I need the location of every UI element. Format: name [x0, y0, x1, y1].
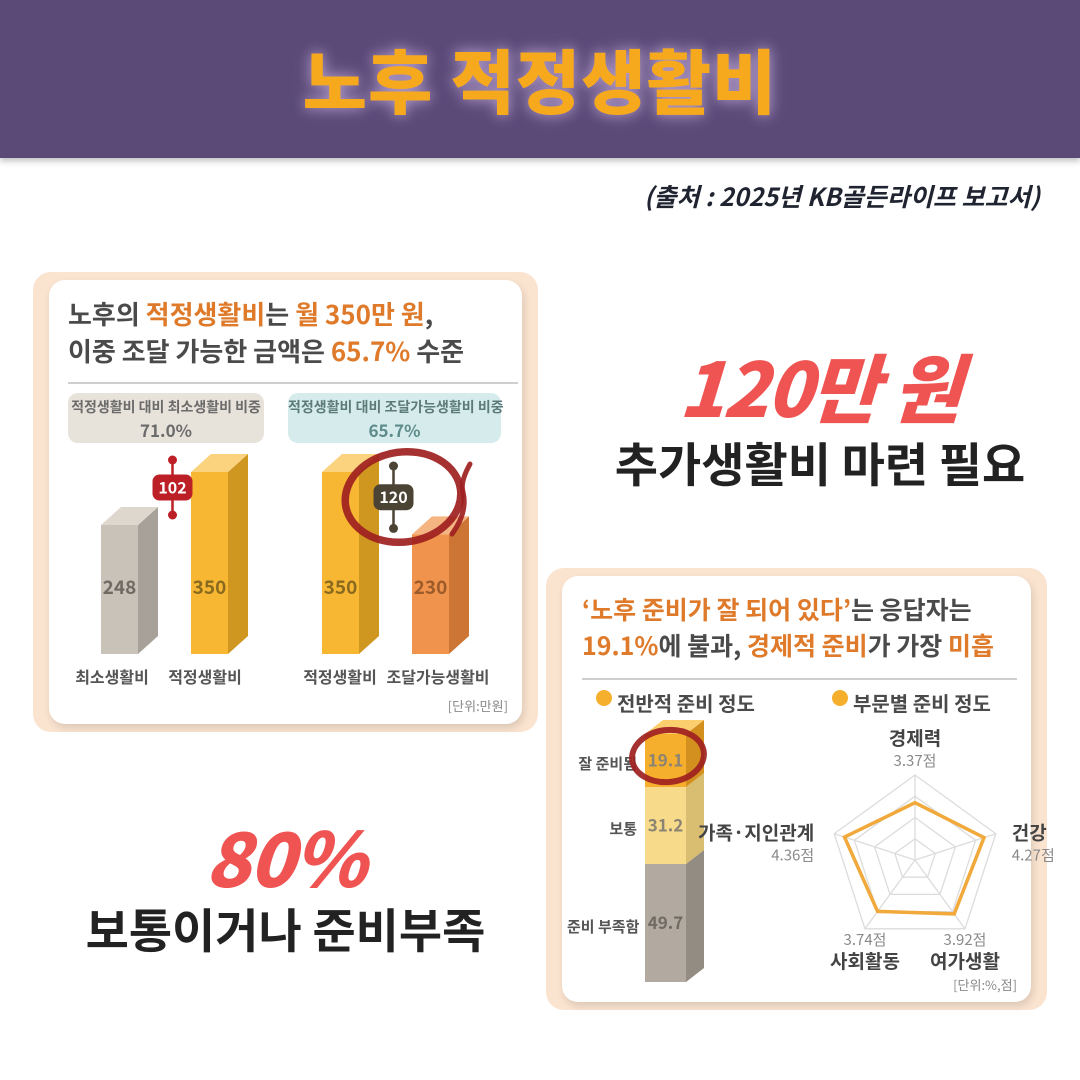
svg-text:경제력: 경제력: [889, 724, 941, 751]
svg-text:4.36점: 4.36점: [771, 845, 814, 866]
svg-text:31.2: 31.2: [648, 812, 684, 837]
svg-text:49.7: 49.7: [648, 909, 684, 934]
svg-text:건강: 건강: [1012, 819, 1047, 846]
svg-text:19.1: 19.1: [648, 747, 684, 772]
svg-text:여가생활: 여가생활: [930, 947, 1000, 974]
svg-text:사회활동: 사회활동: [830, 947, 900, 974]
svg-text:3.37점: 3.37점: [894, 750, 937, 771]
svg-text:4.27점: 4.27점: [1012, 845, 1055, 866]
svg-text:가족·지인관계: 가족·지인관계: [698, 819, 814, 846]
